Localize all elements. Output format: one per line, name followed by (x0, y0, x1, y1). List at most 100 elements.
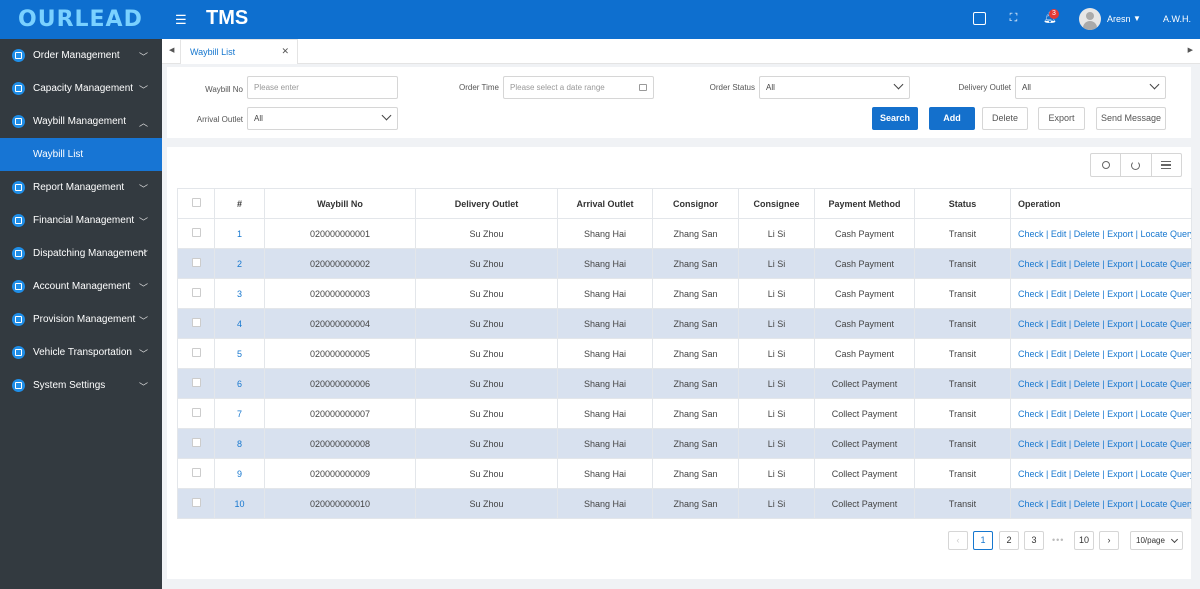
export-link[interactable]: Export (1107, 348, 1134, 359)
edit-link[interactable]: Edit (1050, 258, 1067, 269)
page-size-select[interactable]: 10/page (1130, 531, 1183, 550)
export-link[interactable]: Export (1107, 408, 1134, 419)
delete-link[interactable]: Delete (1073, 438, 1100, 449)
check-link[interactable]: Check (1018, 408, 1044, 419)
check-link[interactable]: Check (1018, 348, 1044, 359)
check-link[interactable]: Check (1018, 438, 1044, 449)
row-checkbox[interactable] (191, 258, 201, 267)
export-link[interactable]: Export (1107, 228, 1134, 239)
delete-link[interactable]: Delete (1073, 228, 1100, 239)
check-link[interactable]: Check (1018, 258, 1044, 269)
locate-query-link[interactable]: Locate Query (1140, 498, 1192, 509)
edit-link[interactable]: Edit (1050, 348, 1067, 359)
delete-link[interactable]: Delete (1073, 378, 1100, 389)
close-icon[interactable]: ✕ (281, 46, 289, 56)
locate-query-link[interactable]: Locate Query (1140, 408, 1192, 419)
page-3-button[interactable]: 3 (1024, 531, 1044, 550)
check-link[interactable]: Check (1018, 228, 1044, 239)
export-button[interactable]: Export (1038, 107, 1085, 130)
edit-link[interactable]: Edit (1050, 318, 1067, 329)
export-link[interactable]: Export (1107, 258, 1134, 269)
search-button[interactable]: Search (872, 107, 918, 130)
sidebar-item-capacity-management[interactable]: Capacity Management ﹀ (0, 72, 162, 105)
row-checkbox[interactable] (191, 288, 201, 297)
page-2-button[interactable]: 2 (999, 531, 1019, 550)
delete-link[interactable]: Delete (1073, 468, 1100, 479)
row-checkbox[interactable] (191, 468, 201, 477)
waybill-no-input[interactable]: Please enter (247, 76, 398, 99)
sidebar-item-dispatching-management[interactable]: Dispatching Management ﹀ (0, 237, 162, 270)
sidebar-item-order-management[interactable]: Order Management ﹀ (0, 39, 162, 72)
add-button[interactable]: Add (929, 107, 975, 130)
table-settings-button[interactable] (1152, 154, 1181, 176)
check-link[interactable]: Check (1018, 378, 1044, 389)
user-name[interactable]: Aresn (1107, 14, 1131, 24)
hamburger-icon[interactable]: ☰ (175, 12, 187, 27)
delete-button[interactable]: Delete (982, 107, 1028, 130)
locate-query-link[interactable]: Locate Query (1140, 258, 1192, 269)
row-checkbox[interactable] (191, 348, 201, 357)
delete-link[interactable]: Delete (1073, 498, 1100, 509)
row-checkbox[interactable] (191, 318, 201, 327)
sidebar-item-financial-management[interactable]: Financial Management ﹀ (0, 204, 162, 237)
avatar[interactable] (1079, 8, 1101, 30)
check-link[interactable]: Check (1018, 288, 1044, 299)
table-search-button[interactable] (1091, 154, 1122, 176)
page-1-button[interactable]: 1 (973, 531, 993, 550)
order-status-select[interactable]: All (759, 76, 910, 99)
edit-link[interactable]: Edit (1050, 408, 1067, 419)
edit-link[interactable]: Edit (1050, 228, 1067, 239)
tab-scroll-right-icon[interactable]: ▶ (1187, 47, 1193, 54)
sidebar-subitem-waybill-list[interactable]: Waybill List (0, 138, 162, 171)
sidebar-item-vehicle-transportation[interactable]: Vehicle Transportation ﹀ (0, 336, 162, 369)
export-link[interactable]: Export (1107, 498, 1134, 509)
locate-query-link[interactable]: Locate Query (1140, 318, 1192, 329)
edit-link[interactable]: Edit (1050, 438, 1067, 449)
caret-down-icon[interactable]: ▼ (1133, 14, 1141, 23)
export-link[interactable]: Export (1107, 288, 1134, 299)
sidebar-item-provision-management[interactable]: Provision Management ﹀ (0, 303, 162, 336)
edit-link[interactable]: Edit (1050, 498, 1067, 509)
delete-link[interactable]: Delete (1073, 318, 1100, 329)
export-link[interactable]: Export (1107, 438, 1134, 449)
next-page-button[interactable]: › (1099, 531, 1119, 550)
export-link[interactable]: Export (1107, 468, 1134, 479)
delete-link[interactable]: Delete (1073, 348, 1100, 359)
edit-link[interactable]: Edit (1050, 288, 1067, 299)
page-ellipsis[interactable]: ••• (1052, 535, 1065, 545)
sidebar-item-report-management[interactable]: Report Management ﹀ (0, 171, 162, 204)
arrival-outlet-select[interactable]: All (247, 107, 398, 130)
check-link[interactable]: Check (1018, 498, 1044, 509)
delete-link[interactable]: Delete (1073, 288, 1100, 299)
row-checkbox[interactable] (191, 228, 201, 237)
select-all-checkbox[interactable] (191, 198, 201, 207)
row-checkbox[interactable] (191, 378, 201, 387)
check-link[interactable]: Check (1018, 318, 1044, 329)
export-link[interactable]: Export (1107, 378, 1134, 389)
locate-query-link[interactable]: Locate Query (1140, 468, 1192, 479)
delivery-outlet-select[interactable]: All (1015, 76, 1166, 99)
locate-query-link[interactable]: Locate Query (1140, 348, 1192, 359)
delete-link[interactable]: Delete (1073, 258, 1100, 269)
tab-scroll-left-icon[interactable]: ◀ (169, 47, 175, 54)
edit-link[interactable]: Edit (1050, 468, 1067, 479)
prev-page-button[interactable]: ‹ (948, 531, 968, 550)
screen-icon[interactable] (973, 12, 986, 25)
locate-query-link[interactable]: Locate Query (1140, 228, 1192, 239)
delete-link[interactable]: Delete (1073, 408, 1100, 419)
locate-query-link[interactable]: Locate Query (1140, 438, 1192, 449)
table-refresh-button[interactable] (1121, 154, 1152, 176)
order-time-range-input[interactable]: Please select a date range (503, 76, 654, 99)
sidebar-item-account-management[interactable]: Account Management ﹀ (0, 270, 162, 303)
fullscreen-icon[interactable]: ⛶ (1009, 12, 1018, 24)
sidebar-item-system-settings[interactable]: System Settings ﹀ (0, 369, 162, 402)
locate-query-link[interactable]: Locate Query (1140, 288, 1192, 299)
check-link[interactable]: Check (1018, 468, 1044, 479)
sidebar-item-waybill-management[interactable]: Waybill Management ︿ (0, 105, 162, 138)
page-10-button[interactable]: 10 (1074, 531, 1094, 550)
row-checkbox[interactable] (191, 498, 201, 507)
edit-link[interactable]: Edit (1050, 378, 1067, 389)
tab-waybill-list[interactable]: Waybill List ✕ (180, 39, 298, 64)
locate-query-link[interactable]: Locate Query (1140, 378, 1192, 389)
row-checkbox[interactable] (191, 408, 201, 417)
